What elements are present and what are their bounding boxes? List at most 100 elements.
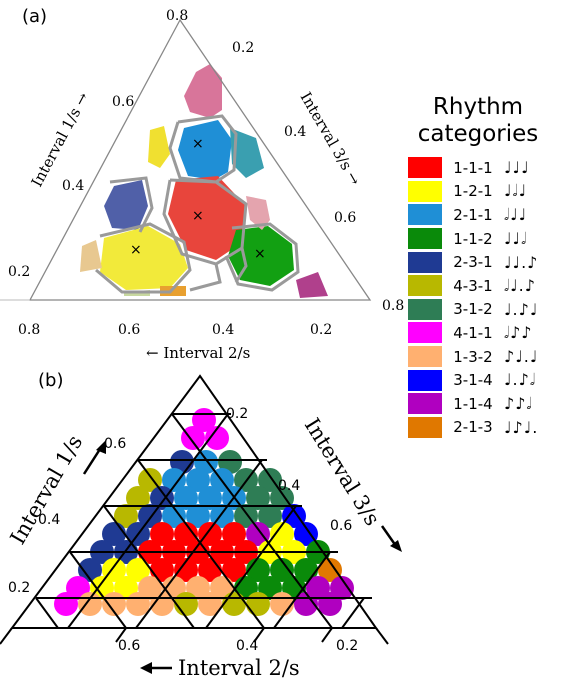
axis-a-interval-2: ← Interval 2/s bbox=[146, 344, 250, 362]
legend-notes: ♩𝅗𝅥♩ bbox=[504, 181, 528, 201]
legend-label: 2-1-1 bbox=[453, 205, 493, 224]
legend-notes: ♪♪𝅗𝅥 bbox=[504, 393, 533, 413]
legend-notes: 𝅗𝅥♩♩ bbox=[504, 204, 528, 224]
tick-a-bottom-0: 0.8 bbox=[18, 322, 40, 338]
axis-b-interval-2-arrow bbox=[140, 662, 172, 674]
dot-3-1-2 bbox=[258, 504, 282, 528]
dot-3-1-2 bbox=[246, 486, 270, 510]
legend-item-4-1-1: 4-1-1 𝅗𝅥♪♪ bbox=[398, 321, 566, 345]
legend-label: 2-1-3 bbox=[453, 418, 493, 437]
legend-rows: 1-1-1 ♩♩♩ 1-2-1 ♩𝅗𝅥♩ 2-1-1 𝅗𝅥♩♩ 1-1-2 ♩♩𝅗𝅥 2-3-1… bbox=[398, 156, 566, 439]
tick-a-right-0: 0.2 bbox=[232, 40, 254, 56]
tick-b-left-1: 0.4 bbox=[38, 512, 60, 528]
center-marker-1-2-1: × bbox=[130, 242, 142, 258]
legend-swatch bbox=[408, 298, 442, 320]
panel-a-label: (a) bbox=[22, 6, 47, 27]
tick-a-right-3: 0.8 bbox=[382, 298, 404, 314]
legend-item-2-1-3: 2-1-3 ♩♪♩. bbox=[398, 416, 566, 440]
tick-a-bottom-3: 0.2 bbox=[310, 322, 332, 338]
axis-a-interval-1: Interval 1/s → bbox=[28, 89, 93, 190]
dot-1-1-2 bbox=[270, 558, 294, 582]
legend: Rhythm categories 1-1-1 ♩♩♩ 1-2-1 ♩𝅗𝅥♩ 2-1-1… bbox=[398, 94, 566, 439]
dot-1-1-1 bbox=[174, 522, 198, 546]
axis-b-interval-3: Interval 3/s bbox=[300, 414, 385, 530]
dot-4-1-1 bbox=[181, 426, 205, 450]
region-4-1-1 bbox=[184, 64, 222, 118]
panel-b-grid bbox=[0, 374, 389, 645]
dot-2-1-1 bbox=[162, 504, 186, 528]
legend-swatch bbox=[408, 322, 442, 344]
legend-notes: ♪♩.♩ bbox=[504, 347, 539, 367]
dot-1-1-1 bbox=[174, 558, 198, 582]
legend-item-3-1-2: 3-1-2 ♩.♪♩ bbox=[398, 298, 566, 322]
dot-4-3-1 bbox=[138, 468, 162, 492]
dot-3-1-2 bbox=[218, 450, 242, 474]
legend-item-1-1-2: 1-1-2 ♩♩𝅗𝅥 bbox=[398, 227, 566, 251]
tick-b-right-2: 0.6 bbox=[330, 518, 352, 534]
dot-1-1-4 bbox=[318, 592, 342, 616]
dot-4-1-1 bbox=[205, 426, 229, 450]
legend-label: 4-1-1 bbox=[453, 323, 493, 342]
legend-swatch bbox=[408, 228, 442, 250]
axis-a-interval-3: Interval 3/s → bbox=[297, 89, 365, 189]
panel-b-left-ticks: 0.2 0.4 0.6 bbox=[8, 436, 126, 596]
legend-title: Rhythm categories bbox=[417, 94, 539, 147]
region-2-1-1 bbox=[178, 120, 232, 180]
legend-label: 2-3-1 bbox=[453, 253, 493, 272]
legend-swatch bbox=[408, 416, 442, 438]
tick-a-right-1: 0.4 bbox=[284, 124, 306, 140]
legend-item-2-1-1: 2-1-1 𝅗𝅥♩♩ bbox=[398, 203, 566, 227]
region-3-1-2 bbox=[230, 128, 264, 178]
dot-1-3-2 bbox=[270, 592, 294, 616]
legend-label: 1-1-1 bbox=[453, 158, 493, 177]
tick-b-left-0: 0.2 bbox=[8, 580, 30, 596]
dot-4-3-1 bbox=[126, 486, 150, 510]
dot-1-1-1 bbox=[150, 522, 174, 546]
tick-a-left-0: 0.2 bbox=[8, 264, 30, 280]
legend-swatch bbox=[408, 157, 442, 179]
dot-4-3-1 bbox=[174, 592, 198, 616]
legend-item-1-2-1: 1-2-1 ♩𝅗𝅥♩ bbox=[398, 180, 566, 204]
tick-b-bottom-0: 0.6 bbox=[118, 638, 140, 654]
legend-label: 1-1-2 bbox=[453, 229, 493, 248]
dot-4-3-1 bbox=[114, 504, 138, 528]
legend-item-1-1-4: 1-1-4 ♪♪𝅗𝅥 bbox=[398, 392, 566, 416]
region-1-3-2 bbox=[80, 240, 102, 272]
dot-1-2-1 bbox=[126, 558, 150, 582]
dot-1-1-1 bbox=[222, 558, 246, 582]
legend-item-3-1-4: 3-1-4 ♩.♪𝅗𝅥 bbox=[398, 368, 566, 392]
panel-a-regions bbox=[80, 64, 328, 298]
legend-label: 1-2-1 bbox=[453, 182, 493, 201]
dot-4-3-1 bbox=[246, 592, 270, 616]
dot-1-1-1 bbox=[198, 522, 222, 546]
center-marker-1-1-2: × bbox=[254, 246, 266, 262]
panel-a-centers: × × × × bbox=[130, 136, 266, 262]
panel-a-right-ticks: 0.2 0.4 0.6 0.8 bbox=[232, 40, 404, 314]
tick-b-bottom-1: 0.4 bbox=[236, 638, 258, 654]
dot-1-2-1 bbox=[270, 522, 294, 546]
axis-b-interval-3-arrow bbox=[380, 525, 402, 552]
tick-b-right-1: 0.4 bbox=[278, 478, 300, 494]
panel-b: (b) bbox=[0, 370, 402, 680]
dot-2-3-1 bbox=[78, 558, 102, 582]
dot-1-3-2 bbox=[78, 592, 102, 616]
legend-swatch bbox=[408, 393, 442, 415]
tick-a-left-2: 0.6 bbox=[112, 94, 134, 110]
legend-swatch bbox=[408, 251, 442, 273]
tick-b-right-0: 0.2 bbox=[226, 406, 248, 422]
dot-2-1-1 bbox=[162, 468, 186, 492]
legend-label: 1-1-4 bbox=[453, 394, 493, 413]
dot-2-1-1 bbox=[198, 486, 222, 510]
dot-3-1-4 bbox=[282, 504, 306, 528]
panel-a: (a) bbox=[0, 6, 404, 362]
panel-a-triangle bbox=[28, 18, 372, 301]
legend-notes: 𝅗𝅥♪♪ bbox=[504, 322, 533, 342]
legend-swatch bbox=[408, 275, 442, 297]
axis-b-interval-1: Interval 1/s bbox=[6, 431, 88, 548]
tick-b-left-2: 0.6 bbox=[104, 436, 126, 452]
dot-3-1-2 bbox=[270, 486, 294, 510]
panel-b-right-ticks: 0.2 0.4 0.6 bbox=[226, 406, 352, 534]
region-1-1-4 bbox=[296, 272, 328, 298]
tick-a-right-2: 0.6 bbox=[334, 210, 356, 226]
